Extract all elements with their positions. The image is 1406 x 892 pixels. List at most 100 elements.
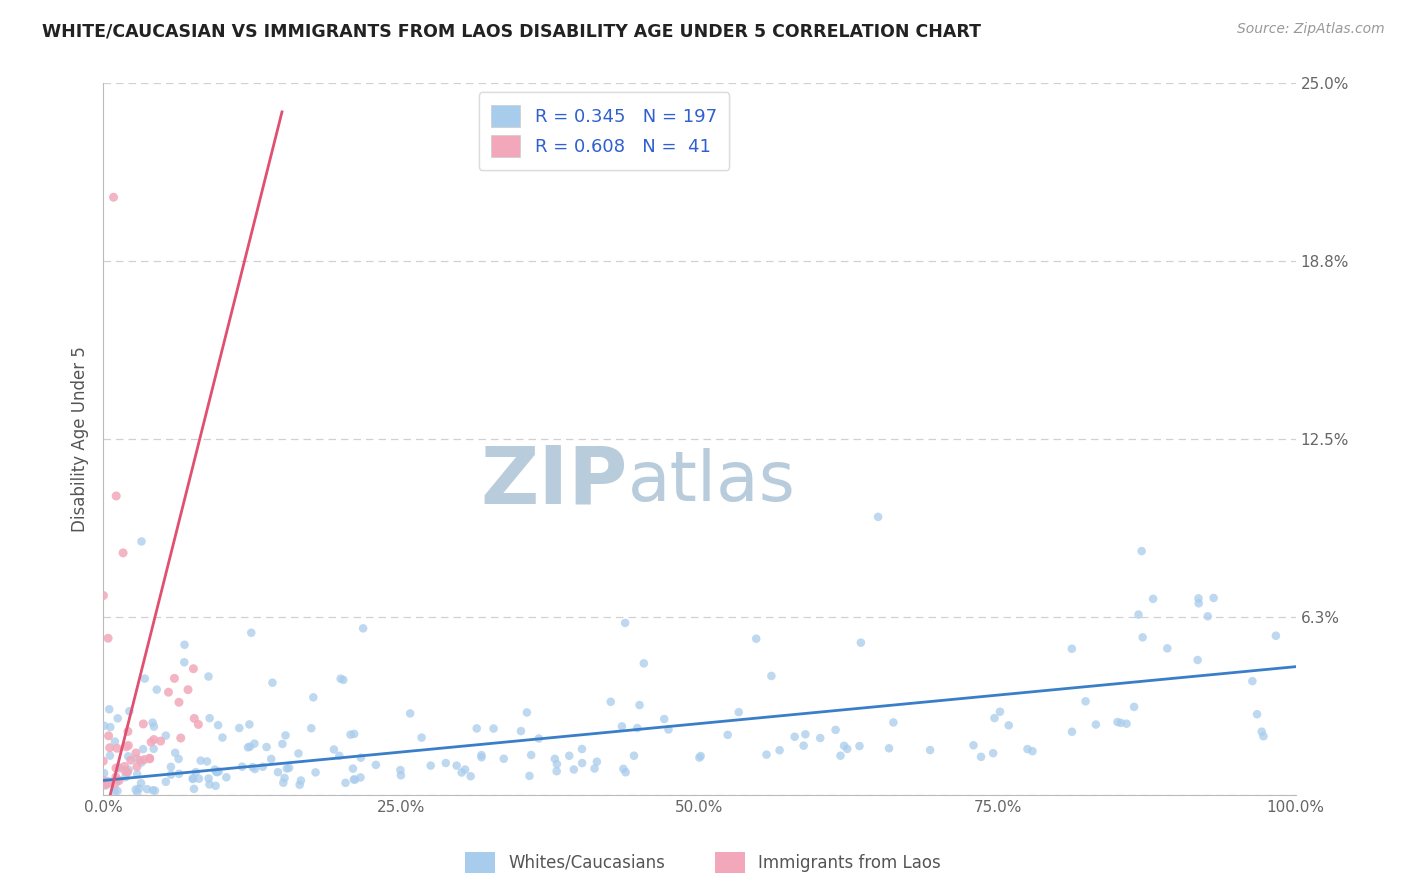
Point (104, 776, 127, 790)
Point (460, 769, 482, 783)
Text: WHITE/CAUCASIAN VS IMMIGRANTS FROM LAOS DISABILITY AGE UNDER 5 CORRELATION CHART: WHITE/CAUCASIAN VS IMMIGRANTS FROM LAOS … (42, 22, 981, 40)
Point (849, 635, 872, 649)
Point (276, 762, 298, 776)
Point (98, 740, 121, 755)
Point (1202, 591, 1225, 605)
Text: ZIP: ZIP (481, 442, 628, 521)
Point (105, 741, 128, 756)
Point (349, 771, 371, 785)
Point (104, 734, 127, 748)
Point (271, 737, 294, 751)
Point (139, 735, 162, 749)
Point (877, 741, 900, 756)
Point (1060, 724, 1083, 739)
Point (1241, 674, 1264, 689)
Point (94, 779, 117, 793)
Point (1084, 717, 1107, 731)
Point (132, 717, 155, 731)
Point (727, 705, 749, 719)
Point (117, 763, 139, 777)
Legend: Whites/Caucasians, Immigrants from Laos: Whites/Caucasians, Immigrants from Laos (458, 846, 948, 880)
Y-axis label: Disability Age Under 5: Disability Age Under 5 (72, 346, 89, 532)
Point (571, 742, 593, 756)
Point (183, 781, 205, 796)
Point (93, 773, 115, 788)
Point (920, 743, 942, 757)
Point (633, 657, 655, 671)
Point (544, 752, 567, 766)
Point (243, 737, 266, 751)
Point (516, 706, 538, 720)
Point (454, 763, 477, 777)
Point (755, 747, 778, 762)
Point (610, 719, 633, 733)
Point (197, 772, 219, 786)
Point (1060, 641, 1083, 656)
Point (274, 728, 297, 742)
Point (160, 760, 183, 774)
Point (571, 756, 593, 770)
Point (97, 729, 120, 743)
Point (149, 734, 172, 748)
Point (94, 777, 117, 791)
Point (142, 715, 165, 730)
Point (267, 765, 290, 780)
Point (242, 760, 264, 774)
Point (107, 760, 129, 774)
Point (1250, 724, 1272, 739)
Point (350, 750, 373, 764)
Point (93, 589, 115, 603)
Point (322, 742, 344, 756)
Point (389, 768, 412, 782)
Point (761, 669, 783, 683)
Point (783, 730, 806, 744)
Point (181, 772, 204, 786)
Point (183, 662, 205, 676)
Point (628, 698, 651, 712)
Point (114, 759, 136, 773)
Point (1021, 744, 1043, 758)
Point (125, 746, 148, 760)
Point (236, 740, 259, 755)
Point (103, 190, 125, 204)
Point (198, 711, 221, 725)
Point (160, 767, 183, 781)
Point (352, 621, 374, 635)
Point (183, 711, 205, 725)
Point (399, 706, 422, 721)
Point (98, 702, 121, 716)
Text: Source: ZipAtlas.com: Source: ZipAtlas.com (1237, 22, 1385, 37)
Point (167, 752, 190, 766)
Point (614, 765, 637, 780)
Point (304, 765, 326, 780)
Point (1109, 715, 1132, 730)
Point (652, 712, 675, 726)
Point (299, 721, 322, 735)
Point (1187, 653, 1209, 667)
Point (142, 783, 165, 797)
Point (187, 717, 209, 731)
Point (1246, 707, 1268, 722)
Point (190, 754, 212, 768)
Point (118, 704, 141, 718)
Point (343, 772, 366, 787)
Point (868, 509, 890, 524)
Point (328, 748, 350, 763)
Point (882, 715, 904, 730)
Point (830, 748, 852, 763)
Point (1132, 631, 1154, 645)
Point (195, 755, 218, 769)
Point (115, 766, 138, 780)
Point (768, 743, 790, 757)
Point (1074, 694, 1097, 708)
Point (173, 638, 195, 652)
Point (465, 722, 488, 736)
Point (419, 758, 441, 772)
Point (344, 772, 367, 787)
Point (120, 753, 142, 767)
Point (492, 752, 515, 766)
Point (520, 747, 543, 762)
Point (167, 695, 190, 709)
Point (240, 625, 263, 640)
Point (288, 778, 311, 792)
